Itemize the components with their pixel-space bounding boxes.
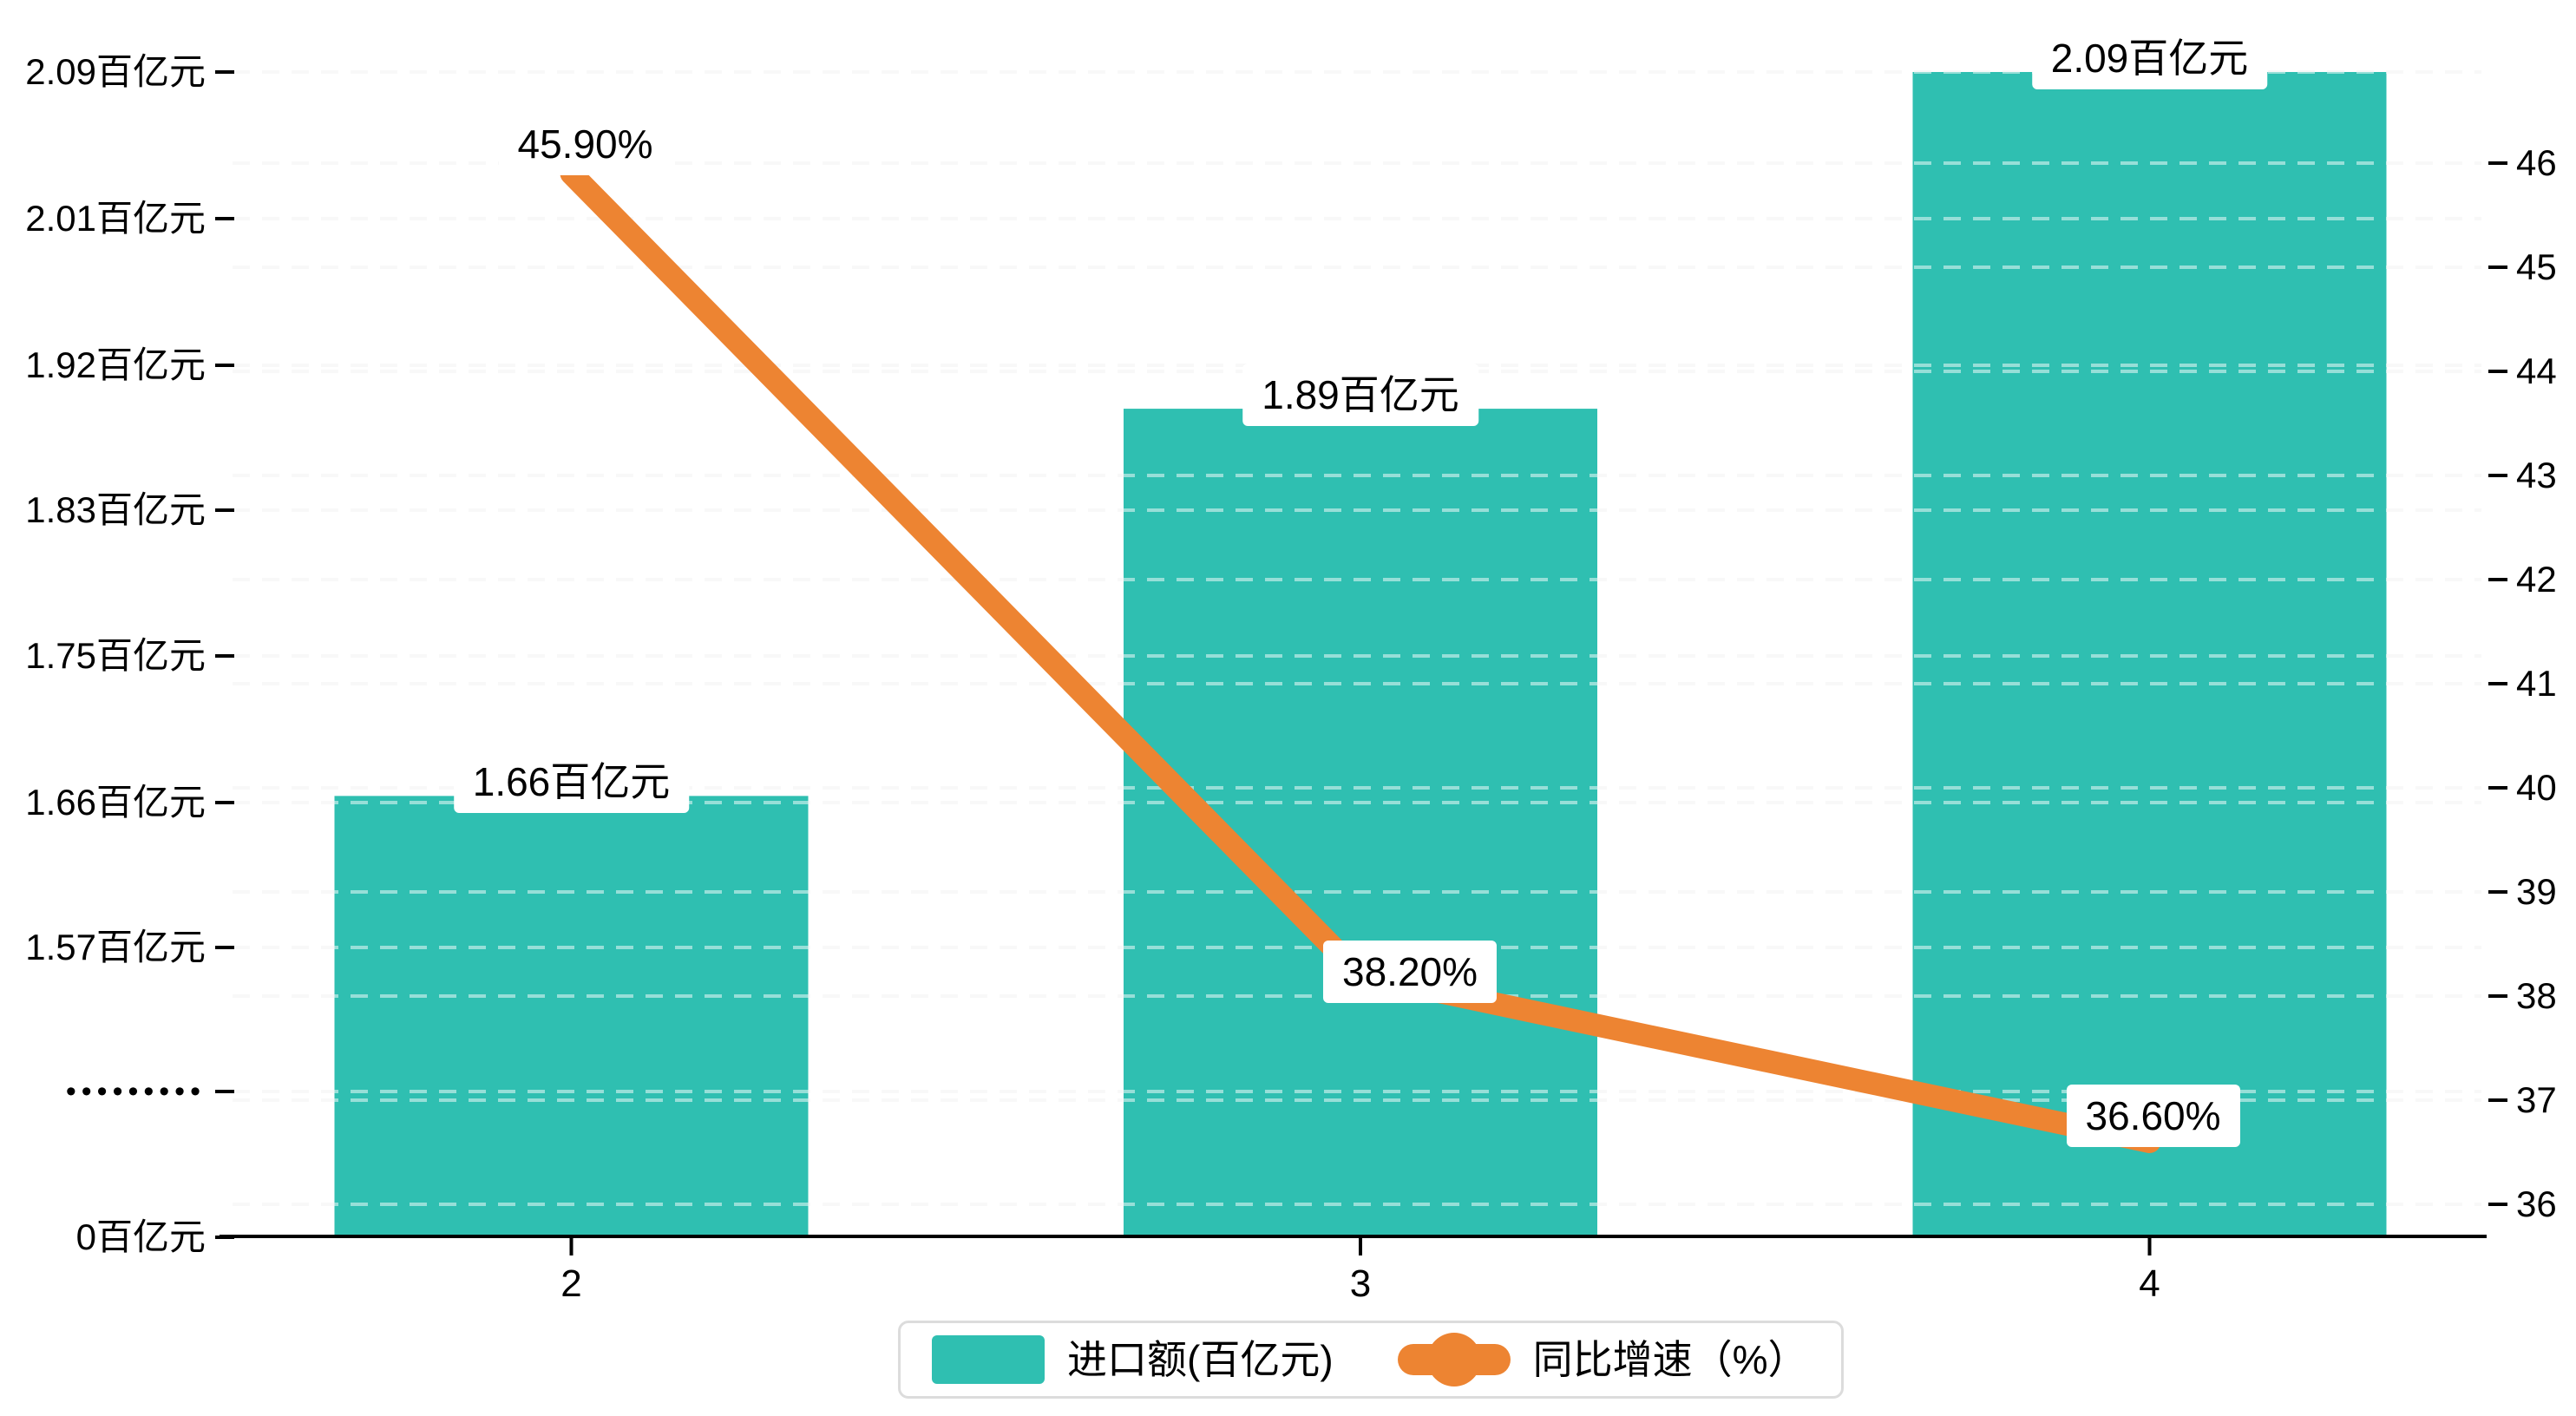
right-axis-label: 39 xyxy=(2516,871,2557,912)
right-axis-label: 45 xyxy=(2516,246,2557,287)
x-axis-label-4: 4 xyxy=(2139,1262,2160,1305)
left-axis-label: 1.92百亿元 xyxy=(25,344,206,385)
right-axis-label: 43 xyxy=(2516,455,2557,495)
right-axis-label: 36 xyxy=(2516,1183,2557,1224)
left-axis-label: 1.66百亿元 xyxy=(25,782,206,823)
left-axis-label: 2.01百亿元 xyxy=(25,198,206,239)
bar-value-label: 1.66百亿元 xyxy=(453,751,690,814)
x-axis-label-2: 2 xyxy=(560,1262,582,1305)
legend-item[interactable]: 同比增速（%） xyxy=(1397,1333,1808,1386)
left-axis-label: 1.75百亿元 xyxy=(25,635,206,676)
right-axis-label: 42 xyxy=(2516,559,2557,600)
right-axis-label: 41 xyxy=(2516,663,2557,704)
legend-bar-swatch-icon xyxy=(932,1335,1045,1384)
bar-value-label: 1.89百亿元 xyxy=(1242,364,1478,427)
left-axis-label: 2.09百亿元 xyxy=(25,51,206,92)
bar-category-2[interactable] xyxy=(334,796,809,1236)
left-axis-break-label: ••••••••• xyxy=(65,1075,206,1108)
legend-item[interactable]: 进口额(百亿元) xyxy=(932,1335,1334,1384)
legend-line-dot-icon xyxy=(1397,1333,1511,1386)
legend-dot-icon xyxy=(1426,1333,1481,1386)
right-axis-label: 40 xyxy=(2516,767,2557,808)
left-axis-label: 1.57百亿元 xyxy=(25,927,206,967)
legend-item-label: 同比增速（%） xyxy=(1532,1337,1808,1382)
right-axis-label: 38 xyxy=(2516,975,2557,1016)
right-axis-label: 46 xyxy=(2516,142,2557,183)
line-value-label: 38.20% xyxy=(1322,941,1498,1003)
bar-value-label: 2.09百亿元 xyxy=(2031,26,2268,89)
right-axis-label: 44 xyxy=(2516,351,2557,391)
bar-category-4[interactable] xyxy=(1912,71,2387,1237)
line-value-label: 36.60% xyxy=(2066,1085,2240,1147)
right-axis-label: 37 xyxy=(2516,1079,2557,1120)
legend-item-label: 进口额(百亿元) xyxy=(1067,1337,1334,1382)
left-axis-label: 0百亿元 xyxy=(75,1216,206,1257)
line-value-label: 45.90% xyxy=(498,113,672,175)
x-axis-label-3: 3 xyxy=(1349,1262,1372,1305)
left-axis-label: 1.83百亿元 xyxy=(25,489,206,530)
legend: 进口额(百亿元) 同比增速（%） xyxy=(898,1321,1844,1399)
